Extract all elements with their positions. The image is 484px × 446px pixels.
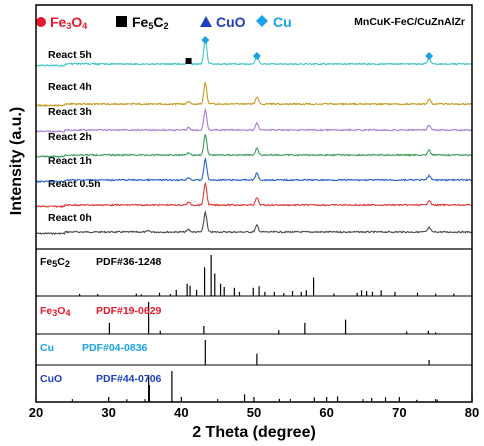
reference-pdf: PDF#19-0629 xyxy=(96,305,162,317)
x-tick-label: 80 xyxy=(465,405,479,420)
trace-label: React 1h xyxy=(48,155,92,167)
cu-legend-label: Cu xyxy=(273,14,292,30)
reference-name: Fe5C2 xyxy=(40,256,70,269)
phase-markers xyxy=(185,36,434,64)
y-axis-title: Intensity (a.u.) xyxy=(8,107,25,215)
cuo-legend-triangle xyxy=(200,16,212,27)
x-tick-label: 20 xyxy=(29,405,43,420)
fe5c2-legend-square xyxy=(116,16,127,27)
reference-pdf: PDF#44-0706 xyxy=(96,373,162,385)
x-tick-label: 50 xyxy=(247,405,261,420)
trace-label: React 0h xyxy=(48,212,92,224)
trace-react-1h xyxy=(35,156,472,184)
trace-react-5h xyxy=(35,38,473,67)
legend: Fe3O4 Fe5C2 CuO Cu xyxy=(36,14,292,31)
trace-label: React 4h xyxy=(48,81,92,93)
reference-name: CuO xyxy=(40,373,62,385)
cu-marker xyxy=(201,36,210,44)
trace-label: React 2h xyxy=(48,131,92,143)
cu-legend-diamond xyxy=(256,15,268,27)
reference-panels: Fe5C2 PDF#36-1248 Fe3O4 PDF#19-0629 Cu PDF#04… xyxy=(36,248,472,402)
fe3o4-legend-circle xyxy=(36,17,46,27)
x-axis: 20 30 40 50 60 70 80 xyxy=(29,397,479,420)
cu-marker xyxy=(252,52,261,60)
x-axis-title: 2 Theta (degree) xyxy=(192,424,316,441)
trace-react-0h xyxy=(35,210,473,236)
trace-react-2h xyxy=(35,134,473,158)
cuo-legend-label: CuO xyxy=(216,14,246,30)
reference-pdf: PDF#36-1248 xyxy=(96,256,162,268)
trace-react-4h xyxy=(35,81,473,108)
cu-marker xyxy=(425,52,434,60)
trace-label: React 3h xyxy=(48,106,92,118)
reference-name: Fe3O4 xyxy=(40,305,70,318)
x-tick-label: 60 xyxy=(319,405,333,420)
reference-pdf: PDF#04-0836 xyxy=(82,342,148,354)
reference-name: Cu xyxy=(40,342,54,354)
trace-react-0-5h xyxy=(35,181,473,209)
fe5c2-marker xyxy=(185,58,192,64)
trace-react-3h xyxy=(35,107,473,133)
x-tick-label: 30 xyxy=(101,405,115,420)
fe5c2-legend-label: Fe5C2 xyxy=(132,14,169,31)
fe3o4-legend-label: Fe3O4 xyxy=(50,14,87,31)
x-tick-label: 70 xyxy=(392,405,406,420)
x-tick-label: 40 xyxy=(174,405,188,420)
sample-name: MnCuK-FeC/CuZnAlZr xyxy=(354,16,465,28)
trace-label: React 5h xyxy=(48,49,92,61)
